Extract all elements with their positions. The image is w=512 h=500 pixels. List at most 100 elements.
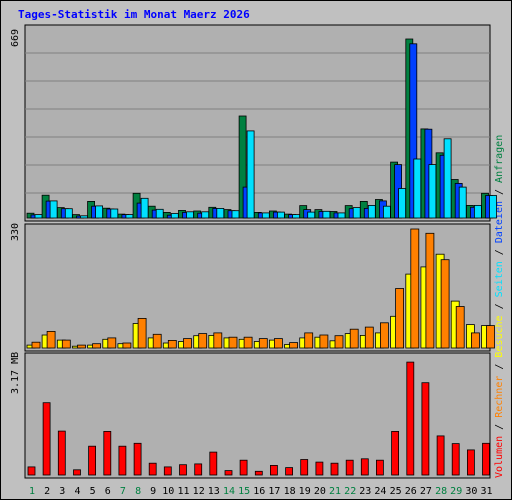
bar-seiten-day-18 [292, 214, 301, 219]
day-label-24: 24 [374, 486, 386, 497]
bar-volumen-day-12 [194, 463, 203, 476]
day-label-11: 11 [177, 486, 189, 497]
bar-seiten-day-7 [125, 214, 134, 219]
day-label-28: 28 [435, 486, 447, 497]
bar-seiten-day-14 [231, 210, 240, 219]
bar-seiten-day-31 [489, 195, 497, 219]
bar-volumen-day-9 [148, 462, 157, 476]
bar-volumen-day-25 [391, 430, 400, 476]
day-label-3: 3 [59, 486, 65, 497]
bar-rechner-day-3 [61, 339, 71, 349]
day-label-19: 19 [299, 486, 311, 497]
bar-volumen-day-19 [300, 459, 309, 476]
day-label-30: 30 [465, 486, 477, 497]
bar-volumen-day-21 [330, 462, 339, 476]
day-label-18: 18 [284, 486, 296, 497]
bar-rechner-day-27 [425, 232, 435, 349]
bar-seiten-day-27 [428, 164, 437, 219]
bar-seiten-day-10 [170, 213, 179, 219]
bar-seiten-day-5 [95, 205, 103, 219]
bar-volumen-day-1 [27, 466, 36, 476]
bar-volumen-day-17 [269, 464, 278, 476]
bar-rechner-day-21 [334, 335, 344, 349]
bar-volumen-day-18 [285, 467, 294, 476]
bar-rechner-day-29 [455, 306, 465, 349]
bar-dateien-day-26 [409, 43, 418, 219]
bar-rechner-day-10 [167, 339, 177, 349]
bar-seiten-day-20 [322, 210, 331, 219]
bar-volumen-day-7 [118, 445, 127, 476]
day-label-9: 9 [150, 486, 156, 497]
bar-volumen-day-26 [406, 361, 415, 476]
bar-volumen-day-6 [103, 430, 112, 476]
bar-rechner-day-12 [198, 333, 208, 349]
day-label-5: 5 [90, 486, 96, 497]
bar-rechner-day-25 [395, 288, 405, 349]
day-label-2: 2 [44, 486, 50, 497]
bar-volumen-day-30 [466, 449, 475, 476]
bar-rechner-day-20 [319, 334, 329, 349]
day-label-15: 15 [238, 486, 250, 497]
bar-volumen-day-27 [421, 382, 430, 476]
bar-rechner-day-14 [228, 336, 238, 349]
bar-volumen-day-20 [315, 461, 324, 476]
bar-seiten-day-23 [367, 204, 376, 219]
bar-volumen-day-22 [345, 459, 354, 476]
bar-seiten-day-30 [473, 204, 482, 219]
bar-rechner-day-22 [349, 328, 359, 349]
bar-seiten-day-9 [155, 208, 164, 219]
bar-seiten-day-16 [261, 212, 270, 219]
day-label-21: 21 [329, 486, 341, 497]
bar-volumen-day-10 [163, 466, 172, 476]
day-label-4: 4 [74, 486, 80, 497]
chart-title: Tages-Statistik im Monat Maerz 2026 [18, 8, 250, 21]
bar-seiten-day-1 [34, 214, 43, 219]
bar-rechner-day-16 [258, 338, 268, 349]
bar-volumen-day-13 [209, 451, 218, 476]
day-label-8: 8 [135, 486, 141, 497]
bar-seiten-day-21 [337, 212, 346, 219]
bar-seiten-day-6 [110, 208, 119, 219]
bar-rechner-day-30 [470, 332, 480, 349]
bar-rechner-day-11 [183, 338, 192, 349]
bar-volumen-day-3 [57, 430, 66, 476]
bar-volumen-day-31 [482, 442, 490, 476]
bar-volumen-day-4 [73, 469, 81, 476]
bar-volumen-day-14 [224, 470, 233, 476]
bar-seiten-day-25 [398, 188, 407, 219]
bar-rechner-day-17 [273, 338, 283, 349]
bar-seiten-day-29 [458, 186, 467, 219]
bar-rechner-day-2 [46, 330, 56, 349]
bar-seiten-day-2 [49, 200, 58, 219]
day-label-7: 7 [120, 486, 126, 497]
bar-seiten-day-3 [64, 208, 73, 219]
day-label-22: 22 [344, 486, 356, 497]
bar-volumen-day-11 [179, 464, 187, 476]
bar-volumen-day-15 [239, 459, 248, 476]
bar-rechner-day-28 [440, 259, 450, 349]
bar-rechner-day-26 [410, 228, 420, 349]
bar-seiten-day-22 [352, 207, 361, 219]
day-label-31: 31 [480, 486, 492, 497]
bar-rechner-day-5 [92, 343, 101, 349]
day-label-13: 13 [208, 486, 220, 497]
bar-seiten-day-28 [443, 138, 452, 219]
day-label-27: 27 [420, 486, 432, 497]
bar-rechner-day-15 [243, 336, 253, 349]
bar-seiten-day-8 [140, 197, 149, 219]
bar-volumen-day-16 [254, 470, 263, 476]
bar-anfragen-day-15 [238, 115, 247, 219]
bar-rechner-day-1 [31, 341, 41, 349]
bar-rechner-day-7 [122, 342, 132, 349]
bar-rechner-day-19 [304, 332, 314, 349]
bar-seiten-day-17 [276, 211, 285, 219]
bar-volumen-day-5 [88, 445, 96, 476]
day-label-17: 17 [268, 486, 280, 497]
bar-seiten-day-24 [382, 205, 391, 219]
bar-volumen-day-28 [436, 435, 445, 476]
bar-volumen-day-29 [451, 443, 460, 476]
bar-seiten-day-12 [201, 211, 210, 219]
mid-panel-area [24, 223, 491, 352]
day-label-16: 16 [253, 486, 265, 497]
day-label-23: 23 [359, 486, 371, 497]
